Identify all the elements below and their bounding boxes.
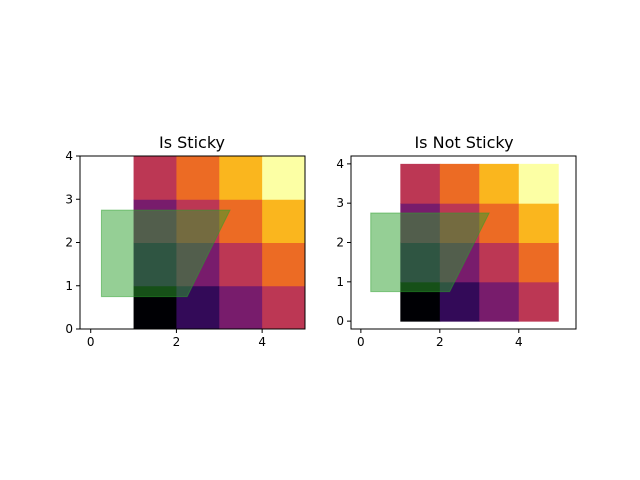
heatmap-cell [518, 281, 559, 322]
heatmap-cell [518, 163, 559, 204]
heatmap-cell [262, 156, 305, 200]
y-tick-label: 0 [65, 322, 73, 336]
heatmap-cell [479, 242, 520, 283]
heatmap-cell [133, 156, 177, 200]
chart-title: Is Not Sticky [414, 133, 513, 152]
x-tick-label: 2 [173, 335, 181, 349]
heatmap-cell [518, 203, 559, 243]
heatmap-cell [262, 242, 305, 287]
heatmap-cell [219, 156, 263, 200]
x-tick-label: 0 [87, 335, 95, 349]
y-tick-label: 4 [336, 157, 344, 171]
heatmap-cell [262, 285, 305, 329]
x-tick-label: 4 [515, 335, 523, 349]
chart-is-sticky: Is Sticky 0 2 4 0 1 2 3 4 [65, 133, 306, 349]
heatmap-cell [400, 163, 441, 204]
heatmap-cell [439, 163, 480, 204]
heatmap-cell [479, 203, 520, 243]
y-tick-label: 4 [65, 149, 73, 163]
y-tick-label: 2 [65, 236, 73, 250]
x-tick-label: 2 [436, 335, 444, 349]
heatmap-cell [219, 285, 263, 329]
polygon-patch [100, 209, 231, 298]
heatmap-cell [176, 156, 220, 200]
chart-is-not-sticky: Is Not Sticky 0 2 4 0 1 2 3 4 [336, 133, 577, 349]
heatmap-cell [479, 281, 520, 322]
plot-area [370, 163, 559, 322]
y-tick-label: 0 [336, 314, 344, 328]
x-tick-label: 0 [357, 335, 365, 349]
heatmap-cell [262, 199, 305, 243]
heatmap-cell [219, 242, 263, 287]
heatmap-cell [518, 242, 559, 283]
y-tick-label: 1 [336, 275, 344, 289]
plot-area [100, 156, 305, 329]
y-tick-label: 2 [336, 236, 344, 250]
heatmap-cell [479, 163, 520, 204]
x-tick-label: 4 [258, 335, 266, 349]
y-tick-label: 3 [336, 196, 344, 210]
heatmap-cell [219, 199, 263, 243]
y-tick-label: 3 [65, 192, 73, 206]
y-tick-label: 1 [65, 279, 73, 293]
chart-title: Is Sticky [159, 133, 225, 152]
polygon-patch [370, 212, 490, 293]
